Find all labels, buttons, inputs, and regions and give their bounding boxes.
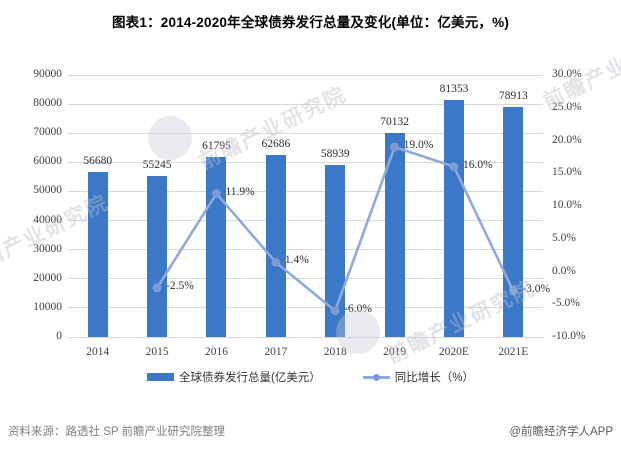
growth-point-label: 16.0% bbox=[462, 158, 493, 171]
bar-value-label: 62686 bbox=[261, 137, 291, 150]
line-swatch-dot bbox=[372, 373, 380, 381]
x-axis-label: 2019 bbox=[383, 346, 407, 358]
legend-label-growth: 同比增长（%） bbox=[394, 372, 475, 384]
right-axis-tick: 15.0% bbox=[552, 166, 582, 179]
x-axis-label: 2017 bbox=[264, 346, 288, 358]
x-axis-label: 2016 bbox=[204, 346, 228, 358]
left-axis-tick: 20000 bbox=[33, 271, 62, 284]
plot-area: 56680 55245 61795 62686 58939 70132 81353 78913… bbox=[68, 74, 550, 338]
gridline bbox=[68, 190, 543, 192]
gridline bbox=[68, 161, 543, 163]
left-axis: 90000 80000 70000 60000 50000 40000 30000 20000… bbox=[18, 68, 62, 342]
gridline bbox=[68, 220, 543, 222]
legend-item-growth: 同比增长（%） bbox=[362, 369, 475, 385]
growth-point-2015 bbox=[152, 283, 162, 293]
left-axis-tick: 0 bbox=[56, 330, 62, 342]
left-axis-tick: 60000 bbox=[33, 155, 62, 168]
left-axis-tick: 10000 bbox=[33, 300, 62, 313]
footer: 资料来源：路透社 SP 前瞻产业研究院整理 @前瞻经济学人APP bbox=[8, 423, 613, 439]
bar-value-label: 81353 bbox=[439, 83, 469, 96]
growth-point-label: 1.4% bbox=[284, 254, 309, 267]
bar-value-label: 61795 bbox=[202, 140, 231, 153]
x-axis: 2014 2015 2016 2017 2018 2019 2020E 2021E bbox=[68, 344, 543, 360]
growth-point-2016 bbox=[212, 189, 221, 198]
left-axis-tick: 50000 bbox=[33, 184, 62, 197]
bar-2020E bbox=[443, 100, 464, 337]
gridline bbox=[68, 132, 543, 134]
legend-item-total: 全球债券发行总量(亿美元） bbox=[146, 369, 321, 385]
credit-note: @前瞻经济学人APP bbox=[509, 426, 613, 438]
right-axis-tick: 20.0% bbox=[552, 133, 582, 146]
gridline bbox=[68, 103, 543, 105]
gridline bbox=[68, 74, 543, 76]
right-axis-tick: 0.0% bbox=[552, 264, 576, 277]
x-axis-label: 2015 bbox=[145, 346, 169, 358]
bar-value-label: 55245 bbox=[142, 159, 172, 172]
gridline bbox=[68, 307, 543, 309]
bar-value-label: 58939 bbox=[320, 148, 350, 161]
right-axis-tick: -10.0% bbox=[552, 330, 586, 342]
growth-point-2019 bbox=[390, 142, 399, 152]
bar-value-label: 70132 bbox=[380, 115, 409, 128]
gridline bbox=[68, 278, 543, 280]
right-axis-tick: -5.0% bbox=[552, 297, 580, 310]
left-axis-tick: 70000 bbox=[33, 126, 62, 139]
left-axis-tick: 90000 bbox=[33, 68, 62, 80]
source-note: 资料来源：路透社 SP 前瞻产业研究院整理 bbox=[8, 426, 226, 438]
growth-point-2020E bbox=[449, 162, 459, 172]
gridline bbox=[68, 336, 543, 338]
right-axis-tick: 30.0% bbox=[552, 68, 582, 80]
growth-point-label: -2.5% bbox=[166, 279, 194, 292]
bar-2015 bbox=[147, 176, 168, 337]
gridline bbox=[68, 249, 543, 251]
growth-point-2017 bbox=[271, 257, 281, 267]
right-axis-tick: 25.0% bbox=[552, 100, 582, 113]
growth-point-label: 19.0% bbox=[403, 139, 434, 152]
legend-label-total: 全球债券发行总量(亿美元） bbox=[178, 372, 321, 384]
growth-line-svg bbox=[152, 142, 518, 316]
bar-value-label: 78913 bbox=[498, 90, 528, 103]
growth-point-2021E bbox=[508, 286, 518, 296]
left-axis-tick: 80000 bbox=[33, 97, 62, 110]
growth-point-label: -3.0% bbox=[522, 283, 551, 296]
right-axis-tick: 5.0% bbox=[552, 231, 576, 244]
left-axis-tick: 40000 bbox=[33, 213, 62, 226]
left-axis-tick: 30000 bbox=[33, 242, 62, 255]
right-axis-tick: 10.0% bbox=[552, 199, 582, 211]
line-series-swatch bbox=[362, 372, 390, 382]
right-axis: 30.0% 25.0% 20.0% 15.0% 10.0% 5.0% 0.0% -5.0% -1… bbox=[552, 68, 614, 342]
growth-line bbox=[155, 145, 515, 313]
growth-point-label: 11.9% bbox=[225, 185, 255, 198]
bar-2014 bbox=[87, 171, 108, 337]
legend: 全球债券发行总量(亿美元） 同比增长（%） bbox=[0, 369, 621, 385]
chart-title: 图表1：2014-2020年全球债券发行总量及变化(单位：亿美元，%) bbox=[111, 15, 510, 30]
x-axis-label: 2014 bbox=[86, 346, 110, 358]
growth-point-2018 bbox=[330, 306, 340, 316]
growth-point-label: -6.0% bbox=[344, 302, 372, 315]
x-axis-label: 2018 bbox=[323, 346, 347, 358]
bar-value-label: 56680 bbox=[83, 154, 113, 167]
x-axis-label: 2021E bbox=[498, 346, 529, 358]
bar-2019 bbox=[384, 132, 405, 337]
x-axis-label: 2020E bbox=[438, 346, 469, 358]
bar-series-swatch bbox=[146, 373, 174, 381]
bar-2017 bbox=[265, 154, 286, 337]
